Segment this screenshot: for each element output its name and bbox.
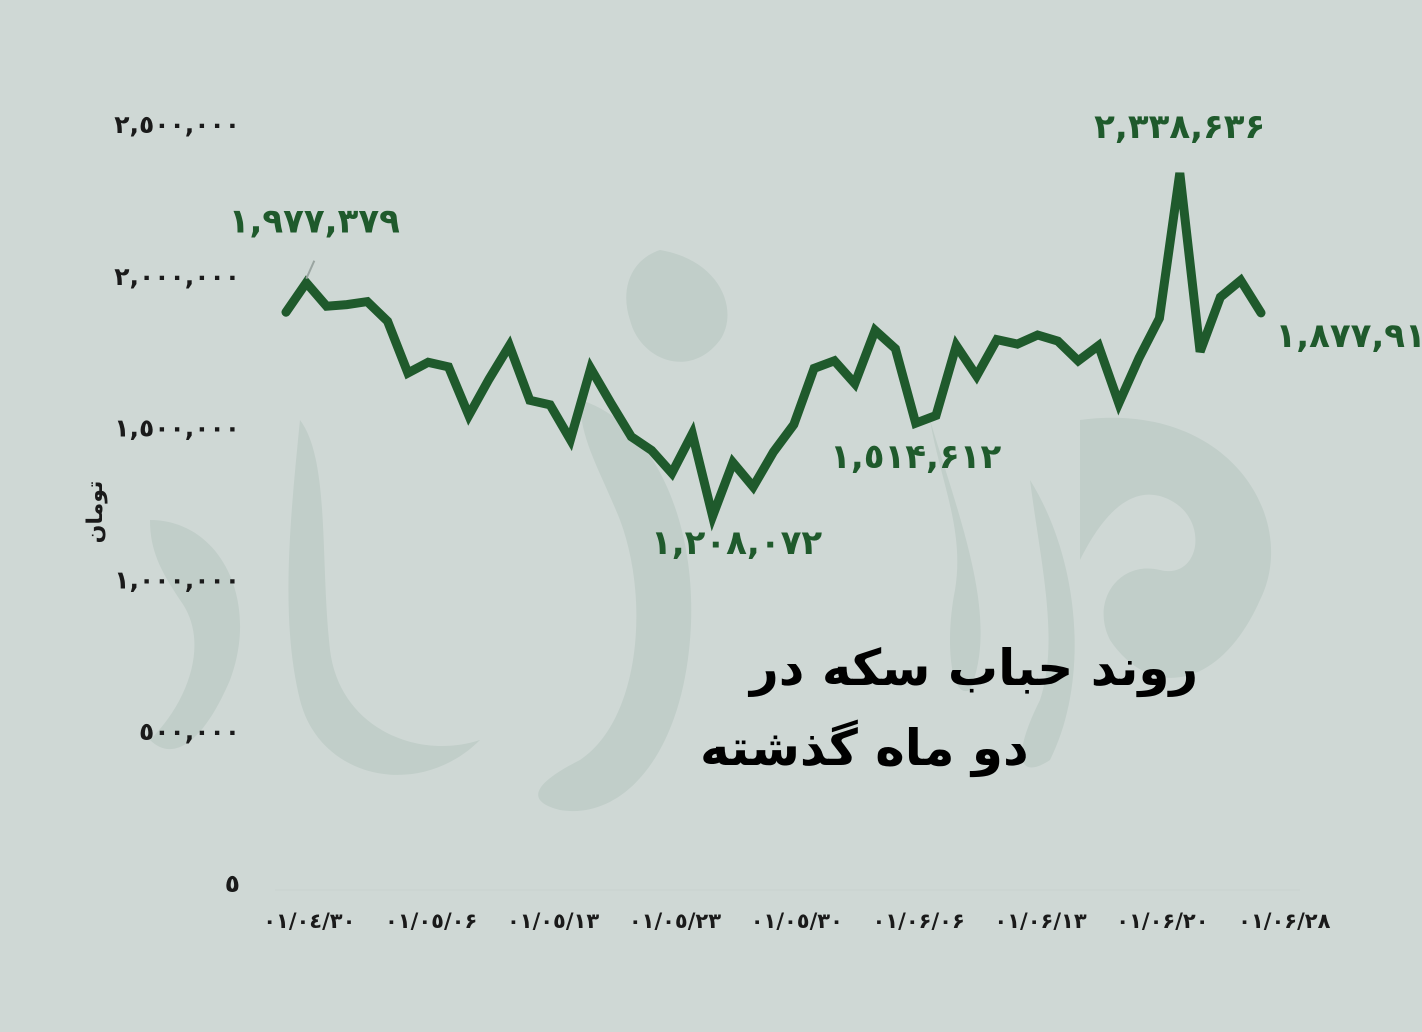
title-line-2: دو ماه گذشته xyxy=(700,719,1029,778)
annotation-label: ١,٢٠٨,٠٧٢ xyxy=(651,523,822,563)
annotations: ١,٩٧٧,٣٧٩ ١,٢٠٨,٠٧٢ ١,٥١۴,۶١٢ ٢,٣٣٨,۶٣۶ ١,٨٧… xyxy=(229,107,1422,563)
x-tick-label: ٠١/٠۶/٢٨ xyxy=(1238,909,1330,933)
x-tick-label: ٠١/٠٥/١٣ xyxy=(507,909,599,933)
y-tick-label: ٢,٠٠٠,٠٠٠ xyxy=(114,262,240,291)
watermark-logo xyxy=(150,250,1272,812)
x-tick-label: ٠١/٠۶/٠۶ xyxy=(873,909,965,933)
chart-title: روند حباب سکه در دو ماه گذشته xyxy=(700,639,1198,778)
y-tick-label: ١,٠٠٠,٠٠٠ xyxy=(114,565,240,594)
annotation-label: ٢,٣٣٨,۶٣۶ xyxy=(1094,107,1265,147)
y-tick-label: ١,٥٠٠,٠٠٠ xyxy=(114,414,240,443)
series-group xyxy=(281,172,1266,532)
x-axis-ticks: ٠١/٠٤/٣٠ ٠١/٠٥/٠۶ ٠١/٠٥/١٣ ٠١/٠٥/٢٣ ٠١/٠٥/٣٠… xyxy=(263,909,1330,933)
x-tick-label: ٠١/٠٤/٣٠ xyxy=(263,909,355,933)
x-tick-label: ٠١/٠٥/٣٠ xyxy=(751,909,843,933)
annotation-leader xyxy=(305,260,316,280)
annotation-label: ١,٨٧٧,٩١۶ xyxy=(1275,316,1422,356)
x-tick-label: ٠١/٠٥/٠۶ xyxy=(385,909,477,933)
y-tick-label: ٢,٥٠٠,٠٠٠ xyxy=(114,110,240,139)
title-line-1: روند حباب سکه در xyxy=(747,639,1198,698)
y-tick-label: ٥ xyxy=(225,869,240,898)
x-tick-label: ٠١/٠۶/١٣ xyxy=(994,909,1086,933)
annotation-label: ١,٥١۴,۶١٢ xyxy=(830,437,1001,477)
y-axis-ticks: ٥ ٥٠٠,٠٠٠ ١,٠٠٠,٠٠٠ ١,٥٠٠,٠٠٠ ٢,٠٠٠,٠٠٠ ٢,٥٠٠… xyxy=(114,110,240,898)
x-tick-label: ٠١/٠۶/٢٠ xyxy=(1116,909,1208,933)
y-axis-label: تومان xyxy=(83,481,108,544)
y-tick-label: ٥٠٠,٠٠٠ xyxy=(139,717,240,746)
x-tick-label: ٠١/٠٥/٢٣ xyxy=(629,909,721,933)
annotation-label: ١,٩٧٧,٣٧٩ xyxy=(229,202,400,242)
